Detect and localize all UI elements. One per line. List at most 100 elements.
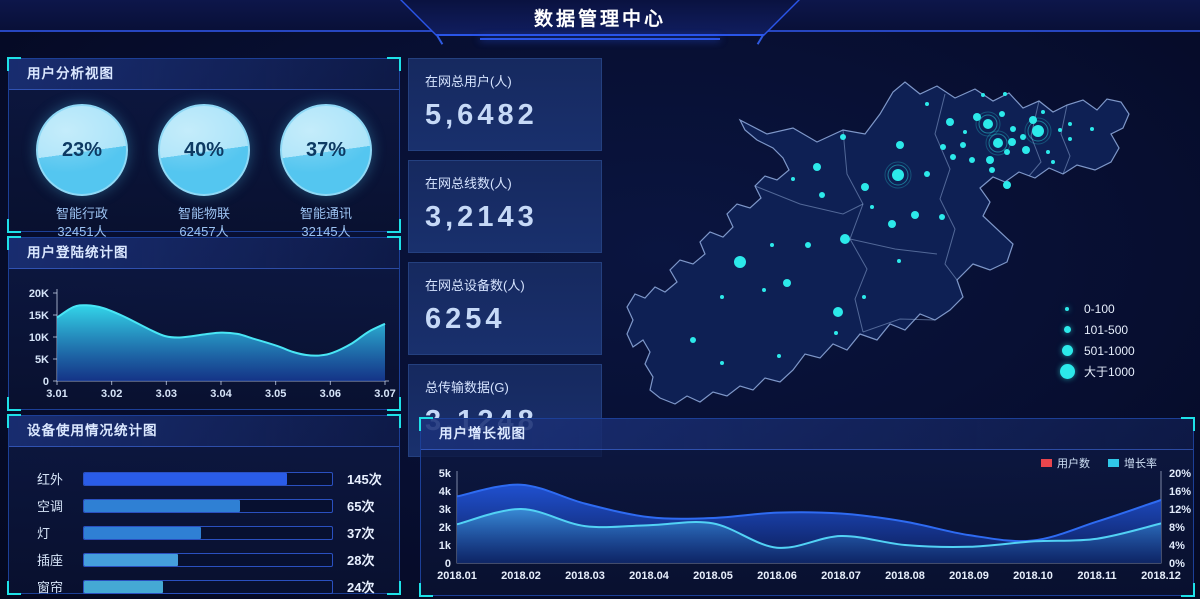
corner-bracket-icon xyxy=(7,397,21,411)
map-dot xyxy=(999,111,1005,117)
map-dot xyxy=(1003,181,1011,189)
growth-xtick: 2018.06 xyxy=(757,570,797,582)
map-dot xyxy=(963,130,967,134)
gauge-percent: 37% xyxy=(305,138,347,161)
map-legend-dot-box xyxy=(1058,364,1076,379)
device-bar-row: 插座 28次 xyxy=(37,546,399,573)
map-dot-halo xyxy=(887,164,909,186)
liquid-gauge-circle: 40% xyxy=(158,104,250,196)
stat-label: 在网总线数(人) xyxy=(425,176,512,191)
map-dot xyxy=(993,138,1003,148)
panel-title: 用户分析视图 xyxy=(9,59,399,90)
device-bar-fill xyxy=(84,553,179,566)
stat-value: 6254 xyxy=(425,303,506,335)
map-dot xyxy=(870,205,874,209)
map-dot xyxy=(762,288,766,292)
map-dot xyxy=(720,295,724,299)
growth-xtick: 2018.04 xyxy=(629,570,670,582)
corner-bracket-icon xyxy=(7,57,21,71)
header-underline xyxy=(480,38,720,40)
legend-swatch-icon xyxy=(1041,459,1052,467)
device-bar-track xyxy=(83,471,333,486)
map-legend-row[interactable]: 0-100 xyxy=(1058,298,1135,319)
map-dot xyxy=(1008,138,1016,146)
device-label: 空调 xyxy=(37,499,64,514)
map-dot xyxy=(1041,110,1045,114)
map-dot xyxy=(783,279,791,287)
map-legend: 0-100 101-500 501-1000 大于1000 xyxy=(1058,298,1135,382)
growth-left-tick: 2k xyxy=(439,522,452,534)
map-dot xyxy=(819,192,825,198)
gauge-label: 智能通讯 32145人 xyxy=(299,206,352,239)
growth-chart: 5k 20% 4k 16% 3k 12% 2k 8% 1k 4% 0 0% 2018.01 2018.02… xyxy=(437,468,1191,582)
growth-left-tick: 1k xyxy=(439,540,452,552)
map-dot xyxy=(862,295,866,299)
corner-bracket-icon xyxy=(7,219,21,233)
corner-bracket-icon xyxy=(387,581,401,595)
map-dot xyxy=(892,169,904,181)
login-xtick: 3.02 xyxy=(101,388,122,400)
panel-user-analysis: 用户分析视图 23% 智能行政 32451人 40% 智能物联 62457人 37%… xyxy=(7,57,401,239)
map-legend-label: 501-1000 xyxy=(1084,343,1135,358)
map-dot xyxy=(911,211,919,219)
panel-title: 设备使用情况统计图 xyxy=(9,416,399,447)
corner-bracket-icon xyxy=(387,397,401,411)
map-dot xyxy=(1020,134,1026,140)
map-legend-dot-box xyxy=(1058,306,1076,311)
stat-label: 总传输数据(G) xyxy=(425,380,509,395)
stat-label: 在网总用户(人) xyxy=(425,74,512,89)
map-dot-halo xyxy=(988,133,1008,153)
map-dot xyxy=(1022,146,1030,154)
map-dot xyxy=(924,171,930,177)
device-bar-track xyxy=(83,525,333,540)
growth-xtick: 2018.07 xyxy=(821,570,861,582)
map-legend-row[interactable]: 101-500 xyxy=(1058,319,1135,340)
map-dot xyxy=(1051,160,1055,164)
users-line xyxy=(456,483,1162,543)
map-dot xyxy=(833,307,843,317)
map-dot xyxy=(1046,150,1050,154)
device-label: 窗帘 xyxy=(37,580,64,595)
panel-title: 用户登陆统计图 xyxy=(9,238,399,269)
device-bar-list: 红外 145次 空调 65次 灯 37次 插座 28次 窗帘 24次 xyxy=(9,447,399,599)
login-xtick: 3.07 xyxy=(374,388,395,400)
legend-item-用户数[interactable]: 用户数 xyxy=(1041,455,1090,471)
map-legend-dot-icon xyxy=(1059,364,1075,379)
growth-line xyxy=(456,507,1162,549)
login-ytick: 0 xyxy=(43,376,49,388)
growth-xtick: 2018.08 xyxy=(885,570,925,582)
legend-item-增长率[interactable]: 增长率 xyxy=(1108,455,1157,471)
login-ytick: 10K xyxy=(29,332,49,344)
growth-xtick: 2018.01 xyxy=(437,570,477,582)
device-bar-track xyxy=(83,498,333,513)
growth-right-tick: 20% xyxy=(1169,468,1191,480)
map-legend-label: 大于1000 xyxy=(1084,365,1135,379)
corner-bracket-icon xyxy=(7,236,21,250)
map-legend-dot-icon xyxy=(1063,326,1071,333)
corner-bracket-icon xyxy=(419,417,433,431)
corner-bracket-icon xyxy=(7,581,21,595)
login-xtick: 3.05 xyxy=(265,388,286,400)
map-dot xyxy=(981,93,985,97)
map-legend-row[interactable]: 501-1000 xyxy=(1058,340,1135,361)
map-dot xyxy=(777,354,781,358)
map-dot xyxy=(1004,149,1010,155)
gauge-2: 37% 智能通讯 32145人 xyxy=(267,104,385,240)
growth-xtick: 2018.02 xyxy=(501,570,541,582)
stat-value: 5,6482 xyxy=(425,99,538,131)
stat-card-total-users: 在网总用户(人) 5,6482 xyxy=(408,58,602,151)
growth-xtick: 2018.12 xyxy=(1141,570,1181,582)
device-label: 红外 xyxy=(37,472,64,487)
map-dot xyxy=(840,234,850,244)
device-value: 145次 xyxy=(347,472,382,487)
map-dot xyxy=(897,259,901,263)
gauge-group: 23% 智能行政 32451人 40% 智能物联 62457人 37% 智能通讯 32… xyxy=(9,90,399,240)
stat-label: 在网总设备数(人) xyxy=(425,278,525,293)
map-legend-row[interactable]: 大于1000 xyxy=(1058,361,1135,382)
map-dot xyxy=(983,119,993,129)
map-dot xyxy=(690,337,696,343)
corner-bracket-icon xyxy=(7,414,21,428)
gauge-1: 40% 智能物联 62457人 xyxy=(145,104,263,240)
device-value: 37次 xyxy=(347,526,375,541)
